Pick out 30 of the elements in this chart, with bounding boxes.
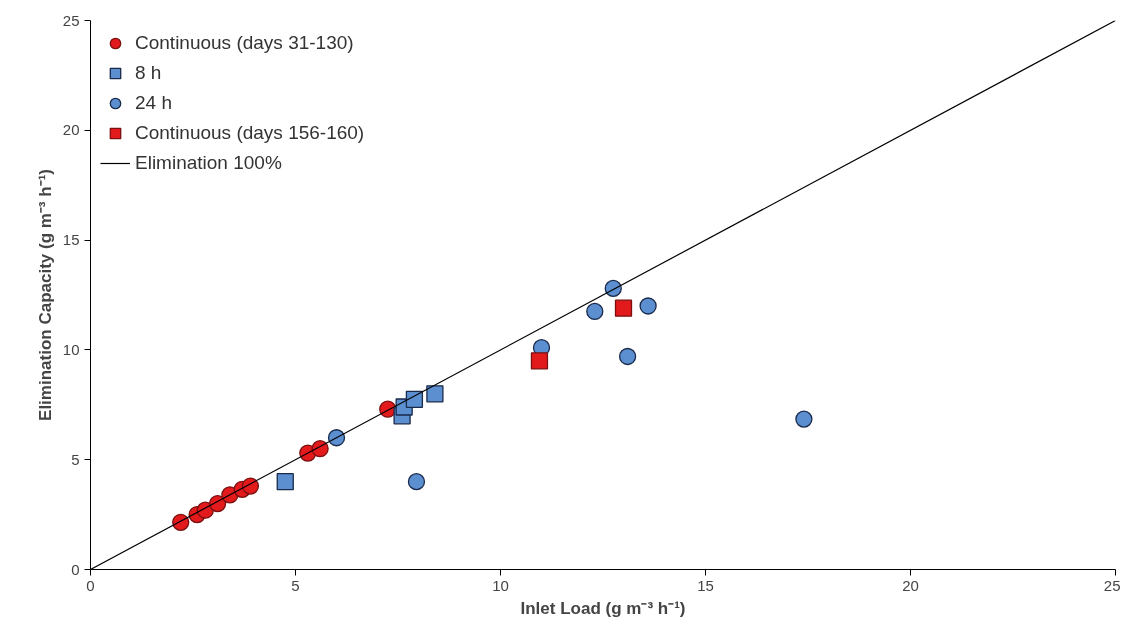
legend-label: Continuous (days 156-160): [135, 122, 365, 144]
y-axis-title: Elimination Capacity (g m⁻³ h⁻¹): [35, 169, 55, 421]
legend-label: Elimination 100%: [135, 152, 282, 174]
y-tick-label: 0: [71, 560, 80, 578]
point: [327, 429, 346, 447]
y-tick-label: 5: [71, 450, 80, 468]
point: [276, 473, 294, 491]
x-tick-label: 5: [291, 576, 300, 594]
point: [241, 477, 260, 495]
point: [586, 302, 604, 321]
point: [426, 385, 444, 403]
point: [614, 299, 633, 317]
x-tick-label: 10: [492, 576, 509, 594]
point: [795, 410, 813, 428]
point: [639, 297, 657, 315]
y-tick-label: 20: [62, 121, 80, 139]
x-tick-label: 0: [86, 576, 95, 594]
x-tick-label: 25: [1103, 576, 1121, 594]
y-tick-label: 10: [62, 340, 80, 358]
point: [618, 347, 637, 366]
point: [407, 473, 426, 491]
legend-label: 24 h: [135, 92, 172, 114]
x-tick-label: 15: [697, 576, 714, 594]
legend-label: Continuous (days 31-130): [135, 32, 354, 54]
point: [530, 352, 549, 370]
y-tick-label: 15: [62, 231, 80, 249]
x-tick-label: 20: [902, 576, 919, 594]
legend-label: 8 h: [135, 62, 162, 84]
x-axis-title: Inlet Load (g m⁻³ h⁻¹): [520, 598, 686, 618]
y-tick-label: 25: [62, 11, 80, 29]
